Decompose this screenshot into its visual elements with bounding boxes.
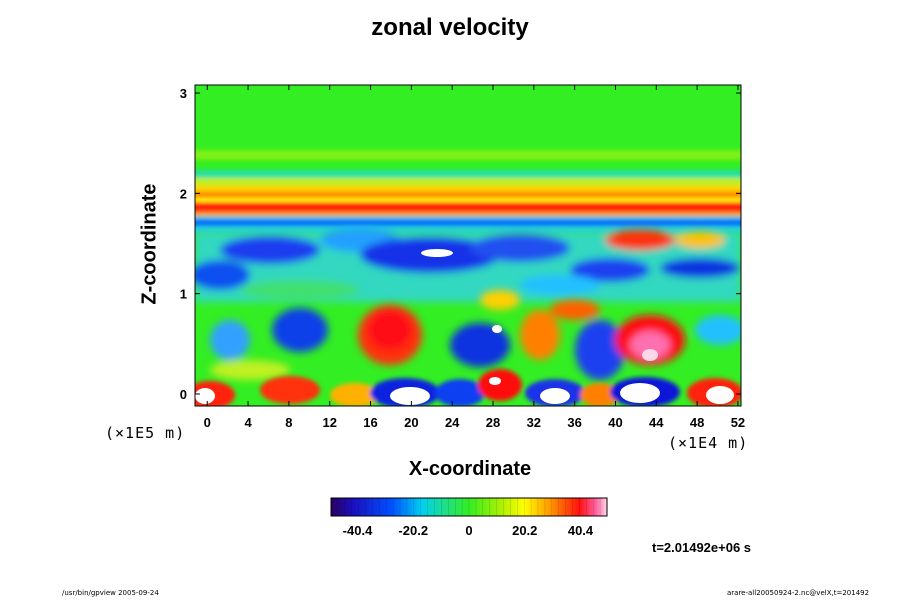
x-tick-label: 36 xyxy=(567,415,581,430)
y-tick-label: 2 xyxy=(180,186,187,201)
y-tick-label: 3 xyxy=(180,86,187,101)
heatmap-field xyxy=(195,85,741,406)
x-tick-label: 52 xyxy=(731,415,745,430)
x-tick-label: 12 xyxy=(322,415,336,430)
x-tick-label: 44 xyxy=(649,415,664,430)
y-tick-label: 1 xyxy=(180,287,187,302)
y-axis: 0 1 2 3 xyxy=(180,86,741,402)
x-axis: 0 4 8 12 16 20 24 28 32 36 40 44 48 52 xyxy=(204,85,745,430)
lower-patches xyxy=(210,290,741,380)
x-tick-label: 24 xyxy=(445,415,460,430)
y-scale-note: (×1E5 m) xyxy=(105,424,186,442)
x-tick-label: 48 xyxy=(690,415,704,430)
time-label: t=2.01492e+06 s xyxy=(652,540,752,555)
colorbar-gradient xyxy=(330,497,608,517)
x-tick-label: 20 xyxy=(404,415,418,430)
plot-frame xyxy=(194,84,742,407)
mid-patches xyxy=(195,228,741,302)
y-tick-label: 0 xyxy=(180,387,187,402)
chart-title: zonal velocity xyxy=(371,14,529,41)
colorbar-tick-label: -40.4 xyxy=(343,523,373,538)
colorbar-ticks: -40.4 -20.2 0 20.2 40.4 xyxy=(330,498,608,538)
colorbar-tick-label: -20.2 xyxy=(398,523,428,538)
x-axis-label: X-coordinate xyxy=(408,458,532,480)
footer-right: arare-all20050924-2.nc@velX,t=201492 xyxy=(727,589,870,597)
y-axis-label: Z-coordinate xyxy=(138,183,161,305)
colorbar-tick-label: 20.2 xyxy=(512,523,537,538)
colorbar: -40.4 -20.2 0 20.2 40.4 xyxy=(330,497,608,538)
x-tick-label: 8 xyxy=(285,415,292,430)
x-tick-label: 0 xyxy=(204,415,211,430)
colorbar-tick-label: 0 xyxy=(465,523,472,538)
x-tick-label: 28 xyxy=(486,415,500,430)
colorbar-tick-label: 40.4 xyxy=(568,523,594,538)
footer-left: /usr/bin/gpview 2005-09-24 xyxy=(62,589,159,597)
x-tick-label: 32 xyxy=(527,415,541,430)
x-scale-note: (×1E4 m) xyxy=(668,434,749,452)
x-tick-label: 40 xyxy=(608,415,622,430)
jet-bands xyxy=(195,150,741,234)
x-tick-label: 16 xyxy=(363,415,377,430)
extreme-spots xyxy=(195,249,734,405)
x-tick-label: 4 xyxy=(244,415,252,430)
